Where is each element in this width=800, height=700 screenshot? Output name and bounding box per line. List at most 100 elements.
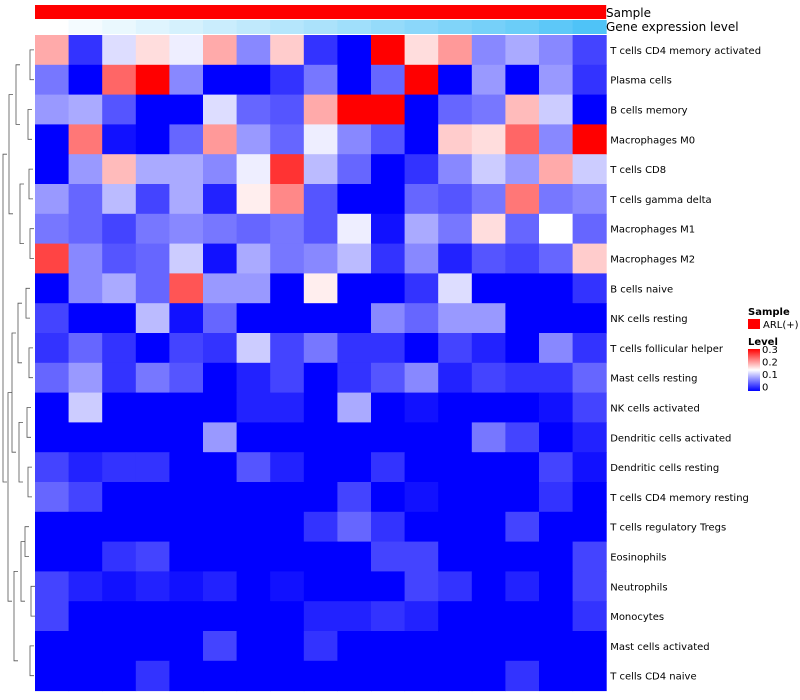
legend-tick-label: 0.2	[762, 358, 778, 369]
heatmap-cell	[169, 243, 204, 274]
heatmap-cell	[337, 631, 372, 662]
heatmap-cell	[337, 213, 372, 245]
heatmap-cell	[135, 303, 170, 334]
expression-track-cell	[203, 20, 238, 34]
heatmap-cell	[135, 213, 170, 245]
heatmap-cell	[404, 273, 439, 304]
heatmap-cell	[135, 333, 170, 364]
heatmap-cell	[471, 571, 506, 602]
heatmap-cell	[572, 273, 607, 304]
heatmap-cell	[572, 511, 607, 543]
heatmap-cell	[35, 64, 70, 96]
heatmap-cell	[337, 64, 372, 96]
heatmap-cell	[102, 422, 137, 453]
heatmap-cell	[371, 333, 406, 364]
heatmap-cell	[270, 94, 305, 125]
heatmap-cell	[371, 213, 406, 245]
row-label: Macrophages M1	[610, 225, 695, 236]
heatmap-cell	[270, 601, 305, 632]
heatmap-cell	[102, 213, 137, 245]
heatmap-cell	[371, 482, 406, 513]
heatmap-cell	[303, 541, 338, 572]
heatmap-cell	[505, 362, 540, 394]
heatmap-cell	[135, 541, 170, 572]
heatmap-cell	[68, 124, 103, 155]
dendrogram-branch	[18, 422, 23, 483]
heatmap-cell	[303, 362, 338, 394]
heatmap-cell	[539, 273, 574, 304]
heatmap-cell	[303, 303, 338, 334]
heatmap-cell	[135, 571, 170, 602]
dendrogram-branch	[28, 168, 33, 200]
dendrogram-branch	[20, 541, 25, 602]
row-label: B cells naive	[610, 284, 673, 295]
heatmap-cell	[270, 303, 305, 334]
heatmap-cell	[68, 511, 103, 543]
heatmap-cell	[337, 452, 372, 483]
heatmap-cell	[203, 64, 238, 96]
heatmap-cell	[236, 184, 271, 215]
heatmap-cell	[337, 94, 372, 125]
heatmap-cell	[236, 333, 271, 364]
heatmap-cell	[371, 660, 406, 692]
heatmap-cell	[236, 154, 271, 185]
heatmap-cell	[404, 392, 439, 423]
heatmap-cell	[404, 64, 439, 96]
heatmap-cell	[438, 452, 473, 483]
heatmap-cell	[404, 124, 439, 155]
heatmap-cell	[68, 452, 103, 483]
heatmap-cell	[371, 184, 406, 215]
heatmap-cell	[35, 184, 70, 215]
expression-track-cell	[505, 20, 540, 34]
heatmap-cell	[371, 452, 406, 483]
legend-level-gradient	[748, 349, 760, 391]
heatmap-cell	[169, 64, 204, 96]
heatmap-cell	[169, 94, 204, 125]
heatmap-cell	[203, 333, 238, 364]
heatmap-cell	[203, 631, 238, 662]
heatmap-cell	[236, 541, 271, 572]
heatmap-cell	[169, 154, 204, 185]
heatmap-cell	[303, 35, 338, 66]
expression-track-cell	[471, 20, 506, 34]
heatmap-cell	[471, 422, 506, 453]
heatmap-cell	[438, 482, 473, 513]
heatmap-cell	[337, 571, 372, 602]
track-label-expression: Gene expression level	[606, 20, 739, 34]
heatmap-cell	[35, 660, 70, 692]
heatmap-cell	[404, 303, 439, 334]
dendrogram-branch	[29, 645, 34, 677]
heatmap-cell	[337, 422, 372, 453]
heatmap-cell	[303, 511, 338, 543]
heatmap-cell	[35, 601, 70, 632]
heatmap-cell	[337, 184, 372, 215]
heatmap-cell	[539, 541, 574, 572]
heatmap-cell	[471, 64, 506, 96]
heatmap-cell	[236, 511, 271, 543]
heatmap-cell	[135, 601, 170, 632]
dendrogram-branch	[25, 287, 30, 319]
heatmap-cell	[337, 541, 372, 572]
expression-track-cell	[102, 20, 137, 34]
heatmap-cell	[236, 303, 271, 334]
heatmap-cell	[236, 660, 271, 692]
heatmap-cell	[203, 571, 238, 602]
heatmap-cell	[270, 35, 305, 66]
heatmap-cell	[572, 35, 607, 66]
heatmap-cell	[404, 333, 439, 364]
heatmap-cell	[203, 660, 238, 692]
heatmap-cell	[539, 213, 574, 245]
heatmap-cell	[505, 422, 540, 453]
heatmap-cell	[203, 184, 238, 215]
heatmap-cell	[505, 273, 540, 304]
heatmap-cell	[471, 124, 506, 155]
heatmap-cell	[270, 333, 305, 364]
heatmap-cell	[203, 511, 238, 543]
heatmap-cell	[169, 333, 204, 364]
row-label: Monocytes	[610, 612, 664, 623]
row-label: Mast cells activated	[610, 642, 709, 653]
heatmap-cell	[270, 64, 305, 96]
heatmap-cell	[371, 362, 406, 394]
heatmap-cell	[270, 660, 305, 692]
heatmap-cell	[35, 571, 70, 602]
